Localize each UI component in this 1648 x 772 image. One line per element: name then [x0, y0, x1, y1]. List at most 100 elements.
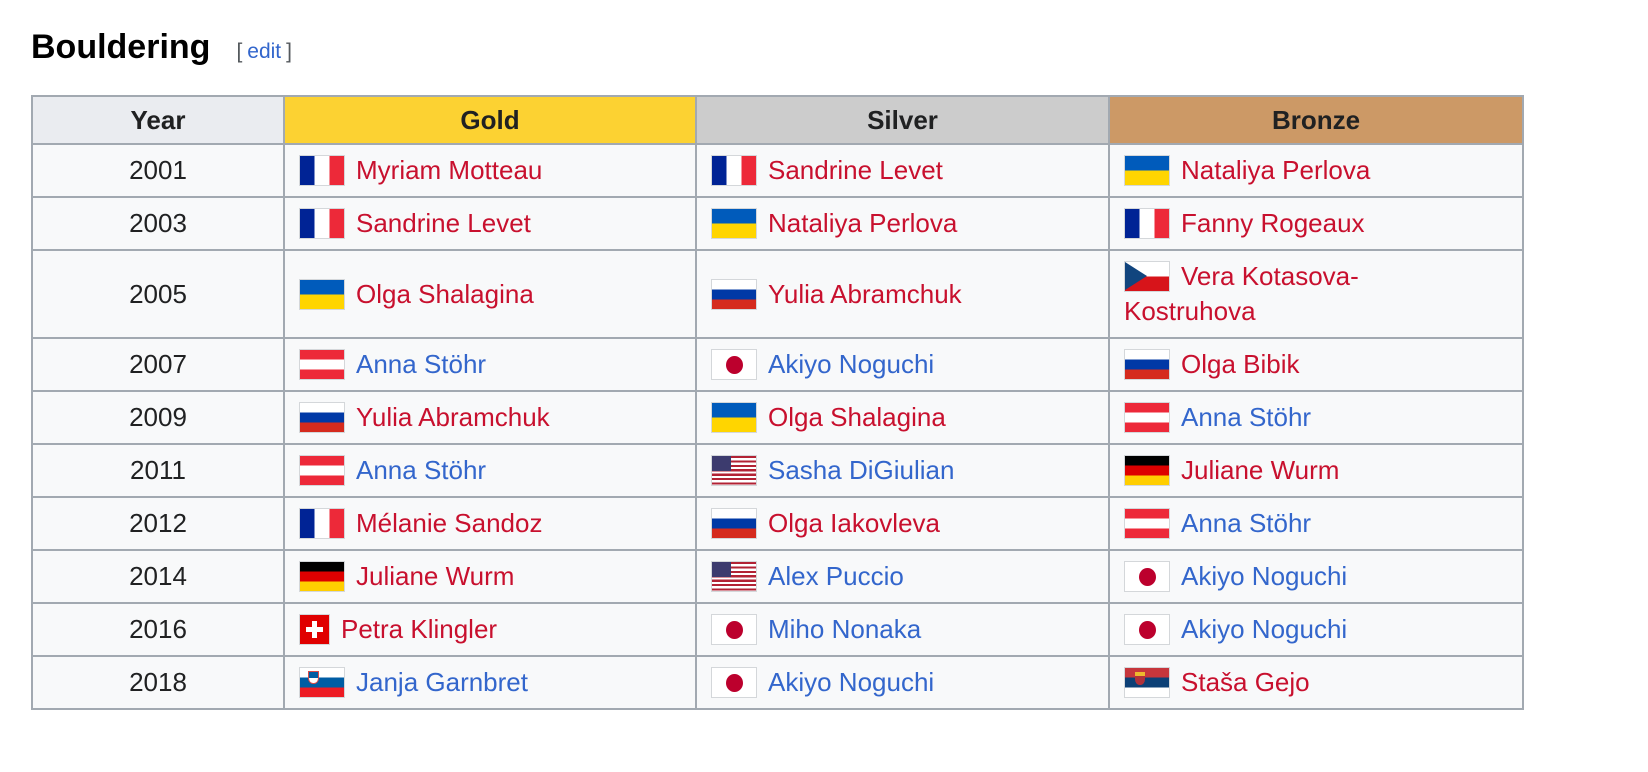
gold-cell: Petra Klingler — [283, 602, 697, 657]
year-cell: 2011 — [31, 443, 285, 498]
bronze-cell: Fanny Rogeaux — [1108, 196, 1524, 251]
ukr-flag-icon — [711, 402, 757, 433]
medalist-link[interactable]: Sandrine Levet — [768, 155, 943, 185]
year-cell: 2012 — [31, 496, 285, 551]
table-row: 2007 Anna Stöhr Akiyo Noguchi Olga Bibik — [31, 337, 1524, 392]
gold-cell: Olga Shalagina — [283, 249, 697, 339]
table-row: 2014 Juliane Wurm Alex Puccio Akiyo Nogu… — [31, 549, 1524, 604]
bronze-cell: Vera Kotasova-Kostruhova — [1108, 249, 1524, 339]
medalist-link[interactable]: Sasha DiGiulian — [768, 455, 955, 485]
table-row: 2011 Anna Stöhr Sasha DiGiulian Juliane … — [31, 443, 1524, 498]
medalist-link[interactable]: Anna Stöhr — [356, 455, 487, 485]
year-cell: 2003 — [31, 196, 285, 251]
table-body: 2001 Myriam Motteau Sandrine Levet Natal… — [31, 143, 1524, 710]
medalist-link[interactable]: Akiyo Noguchi — [768, 667, 935, 697]
table-row: 2016 Petra Klingler Miho Nonaka Akiyo No… — [31, 602, 1524, 657]
medalist-link[interactable]: Petra Klingler — [341, 614, 498, 644]
medalist-link[interactable]: Vera Kotasova-Kostruhova — [1124, 261, 1359, 326]
gold-cell: Anna Stöhr — [283, 443, 697, 498]
medalist-link[interactable]: Olga Shalagina — [768, 402, 946, 432]
section-edit-container: [edit] — [236, 40, 292, 63]
gold-cell: Myriam Motteau — [283, 143, 697, 198]
cze-flag-icon — [1124, 261, 1170, 292]
medalist-link[interactable]: Juliane Wurm — [1181, 455, 1340, 485]
medalist-link[interactable]: Staša Gejo — [1181, 667, 1310, 697]
silver-cell: Akiyo Noguchi — [695, 655, 1110, 710]
bronze-cell: Nataliya Perlova — [1108, 143, 1524, 198]
ukr-flag-icon — [1124, 155, 1170, 186]
jpn-flag-icon — [711, 614, 757, 645]
section-title: Bouldering [edit] — [31, 28, 1618, 67]
gold-cell: Sandrine Levet — [283, 196, 697, 251]
fra-flag-icon — [1124, 208, 1170, 239]
header-bronze: Bronze — [1108, 95, 1524, 145]
gold-cell: Janja Garnbret — [283, 655, 697, 710]
medalist-link[interactable]: Mélanie Sandoz — [356, 508, 543, 538]
edit-link[interactable]: edit — [247, 40, 282, 63]
rus-flag-icon — [711, 508, 757, 539]
srb-flag-icon — [1124, 667, 1170, 698]
gold-cell: Yulia Abramchuk — [283, 390, 697, 445]
gold-cell: Juliane Wurm — [283, 549, 697, 604]
bouldering-medals-table: Year Gold Silver Bronze 2001 Myriam Mott… — [31, 95, 1524, 710]
gold-cell: Mélanie Sandoz — [283, 496, 697, 551]
jpn-flag-icon — [1124, 614, 1170, 645]
table-row: 2001 Myriam Motteau Sandrine Levet Natal… — [31, 143, 1524, 198]
medalist-link[interactable]: Nataliya Perlova — [768, 208, 958, 238]
year-cell: 2018 — [31, 655, 285, 710]
medalist-link[interactable]: Juliane Wurm — [356, 561, 515, 591]
year-cell: 2005 — [31, 249, 285, 339]
silver-cell: Yulia Abramchuk — [695, 249, 1110, 339]
header-gold: Gold — [283, 95, 697, 145]
bronze-cell: Akiyo Noguchi — [1108, 549, 1524, 604]
aut-flag-icon — [299, 455, 345, 486]
usa-flag-icon — [711, 561, 757, 592]
ger-flag-icon — [1124, 455, 1170, 486]
medalist-link[interactable]: Akiyo Noguchi — [768, 349, 935, 379]
gold-cell: Anna Stöhr — [283, 337, 697, 392]
header-silver: Silver — [695, 95, 1110, 145]
aut-flag-icon — [1124, 508, 1170, 539]
edit-bracket-open: [ — [236, 40, 243, 63]
jpn-flag-icon — [1124, 561, 1170, 592]
fra-flag-icon — [299, 155, 345, 186]
usa-flag-icon — [711, 455, 757, 486]
medalist-link[interactable]: Akiyo Noguchi — [1181, 614, 1348, 644]
medalist-link[interactable]: Fanny Rogeaux — [1181, 208, 1365, 238]
medalist-link[interactable]: Janja Garnbret — [356, 667, 528, 697]
table-row: 2003 Sandrine Levet Nataliya Perlova Fan… — [31, 196, 1524, 251]
fra-flag-icon — [711, 155, 757, 186]
medalist-link[interactable]: Alex Puccio — [768, 561, 904, 591]
bronze-cell: Akiyo Noguchi — [1108, 602, 1524, 657]
fra-flag-icon — [299, 508, 345, 539]
medalist-link[interactable]: Yulia Abramchuk — [356, 402, 550, 432]
medalist-link[interactable]: Anna Stöhr — [1181, 402, 1312, 432]
bronze-cell: Olga Bibik — [1108, 337, 1524, 392]
bronze-cell: Anna Stöhr — [1108, 496, 1524, 551]
medalist-link[interactable]: Olga Bibik — [1181, 349, 1300, 379]
table-row: 2012 Mélanie Sandoz Olga Iakovleva Anna … — [31, 496, 1524, 551]
year-cell: 2009 — [31, 390, 285, 445]
medalist-link[interactable]: Miho Nonaka — [768, 614, 922, 644]
medalist-link[interactable]: Nataliya Perlova — [1181, 155, 1371, 185]
slo-flag-icon — [299, 667, 345, 698]
bronze-cell: Anna Stöhr — [1108, 390, 1524, 445]
medalist-link[interactable]: Yulia Abramchuk — [768, 278, 962, 309]
medalist-link[interactable]: Akiyo Noguchi — [1181, 561, 1348, 591]
medalist-link[interactable]: Anna Stöhr — [1181, 508, 1312, 538]
medalist-link[interactable]: Olga Iakovleva — [768, 508, 940, 538]
medalist-link[interactable]: Anna Stöhr — [356, 349, 487, 379]
aut-flag-icon — [299, 349, 345, 380]
ger-flag-icon — [299, 561, 345, 592]
table-row: 2009 Yulia Abramchuk Olga Shalagina Anna… — [31, 390, 1524, 445]
medalist-link[interactable]: Myriam Motteau — [356, 155, 543, 185]
year-cell: 2016 — [31, 602, 285, 657]
silver-cell: Sasha DiGiulian — [695, 443, 1110, 498]
medalist-link[interactable]: Olga Shalagina — [356, 278, 534, 309]
section-title-text: Bouldering — [31, 28, 211, 66]
medalist-link[interactable]: Sandrine Levet — [356, 208, 531, 238]
table-row: 2018 Janja Garnbret Akiyo Noguchi Staša … — [31, 655, 1524, 710]
table-row: 2005 Olga Shalagina Yulia Abramchuk Vera… — [31, 249, 1524, 339]
rus-flag-icon — [1124, 349, 1170, 380]
jpn-flag-icon — [711, 349, 757, 380]
